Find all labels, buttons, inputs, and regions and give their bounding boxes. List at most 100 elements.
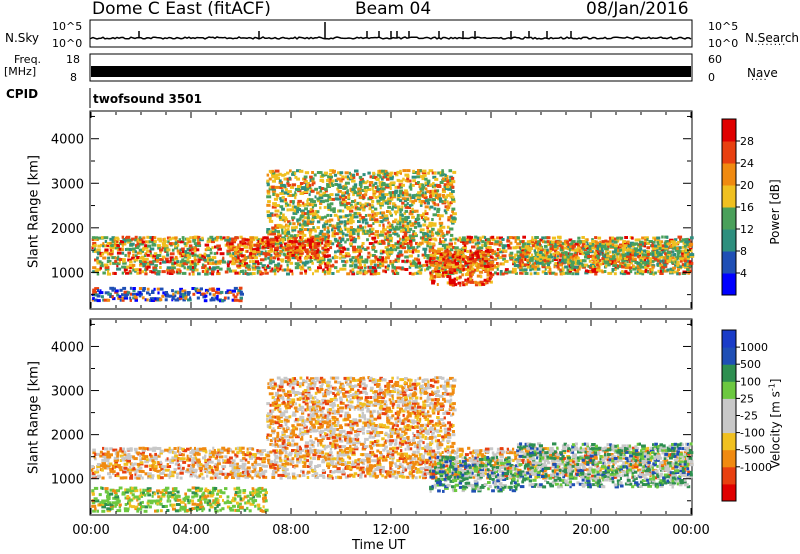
scatter-cell	[346, 247, 350, 251]
scatter-cell	[93, 497, 98, 501]
scatter-cell	[326, 230, 331, 234]
scatter-cell	[296, 250, 299, 254]
scatter-cell	[341, 177, 345, 181]
scatter-cell	[466, 259, 472, 263]
scatter-cell	[311, 238, 314, 242]
scatter-cell	[149, 236, 153, 240]
scatter-cell	[354, 190, 357, 193]
scatter-cell	[351, 216, 354, 220]
scatter-cell	[291, 228, 297, 232]
scatter-cell	[298, 245, 304, 249]
scatter-cell	[247, 472, 250, 476]
scatter-cell	[179, 287, 183, 291]
scatter-cell	[326, 226, 330, 230]
scatter-cell	[353, 265, 359, 269]
scatter-cell	[433, 207, 437, 211]
scatter-cell	[208, 266, 211, 270]
scatter-cell	[553, 258, 558, 261]
scatter-cell	[157, 291, 160, 295]
scatter-cell	[204, 294, 208, 298]
scatter-cell	[109, 488, 115, 492]
scatter-cell	[368, 266, 373, 270]
scatter-cell	[293, 254, 299, 257]
scatter-cell	[344, 260, 348, 264]
scatter-cell	[514, 236, 519, 240]
scatter-cell	[533, 265, 538, 269]
scatter-cell	[311, 179, 315, 183]
scatter-cell	[289, 200, 294, 204]
scatter-cell	[598, 262, 603, 266]
scatter-cell	[416, 181, 420, 184]
scatter-cell	[336, 187, 340, 191]
scatter-cell	[323, 238, 327, 242]
scatter-cell	[142, 288, 146, 292]
scatter-cell	[424, 250, 427, 254]
scatter-cell	[279, 224, 283, 228]
scatter-cell	[603, 270, 607, 273]
scatter-cell	[461, 273, 464, 277]
scatter-cell	[264, 508, 269, 512]
scatter-cell	[146, 298, 149, 302]
scatter-cell	[551, 236, 556, 240]
scatter-cell	[96, 250, 101, 254]
scatter-cell	[248, 470, 252, 474]
scatter-cell	[254, 474, 257, 477]
scatter-cell	[212, 266, 217, 270]
scatter-cell	[441, 200, 446, 204]
scatter-cell	[241, 239, 245, 243]
scatter-cell	[561, 272, 566, 276]
scatter-cell	[476, 281, 481, 285]
scatter-cell	[131, 489, 136, 493]
scatter-cell	[109, 469, 114, 473]
scatter-cell	[387, 202, 389, 206]
scatter-cell	[574, 255, 579, 259]
scatter-cell	[598, 242, 602, 246]
scatter-cell	[271, 175, 276, 179]
scatter-cell	[208, 455, 213, 459]
scatter-cell	[256, 474, 260, 478]
scatter-cell	[101, 452, 107, 456]
scatter-cell	[349, 264, 354, 268]
scatter-cell	[394, 185, 398, 189]
freq-tick-top: 18	[66, 53, 80, 66]
scatter-cell	[669, 253, 672, 257]
scatter-cell	[436, 263, 440, 267]
scatter-cell	[219, 495, 223, 499]
scatter-cell	[512, 246, 518, 250]
scatter-cell	[487, 267, 491, 271]
scatter-cell	[276, 230, 280, 234]
scatter-cell	[308, 267, 312, 271]
scatter-cell	[547, 255, 552, 259]
scatter-cell	[242, 464, 246, 468]
scatter-cell	[297, 252, 301, 256]
scatter-cell	[419, 228, 425, 232]
scatter-cell	[133, 295, 138, 299]
scatter-cell	[329, 208, 334, 212]
scatter-cell	[408, 250, 412, 253]
scatter-cell	[441, 267, 445, 271]
scatter-cell	[507, 270, 512, 274]
scatter-cell	[481, 257, 485, 261]
scatter-cell	[154, 267, 158, 271]
scatter-cell	[183, 509, 189, 513]
scatter-cell	[578, 251, 584, 255]
scatter-cell	[571, 240, 576, 244]
scatter-cell	[456, 255, 459, 259]
scatter-cell	[434, 191, 438, 195]
scatter-cell	[181, 453, 185, 457]
scatter-cell	[116, 456, 119, 460]
scatter-cell	[244, 269, 247, 273]
scatter-cell	[199, 463, 203, 466]
scatter-cell	[294, 248, 297, 252]
scatter-cell	[401, 205, 404, 209]
scatter-cell	[357, 187, 362, 191]
scatter-cell	[404, 228, 409, 232]
scatter-cell	[594, 260, 598, 264]
scatter-cell	[469, 280, 475, 284]
scatter-cell	[149, 456, 155, 460]
scatter-cell	[253, 460, 258, 464]
scatter-cell	[294, 225, 298, 229]
scatter-cell	[248, 509, 252, 513]
scatter-cell	[316, 250, 322, 254]
scatter-cell	[676, 268, 680, 272]
